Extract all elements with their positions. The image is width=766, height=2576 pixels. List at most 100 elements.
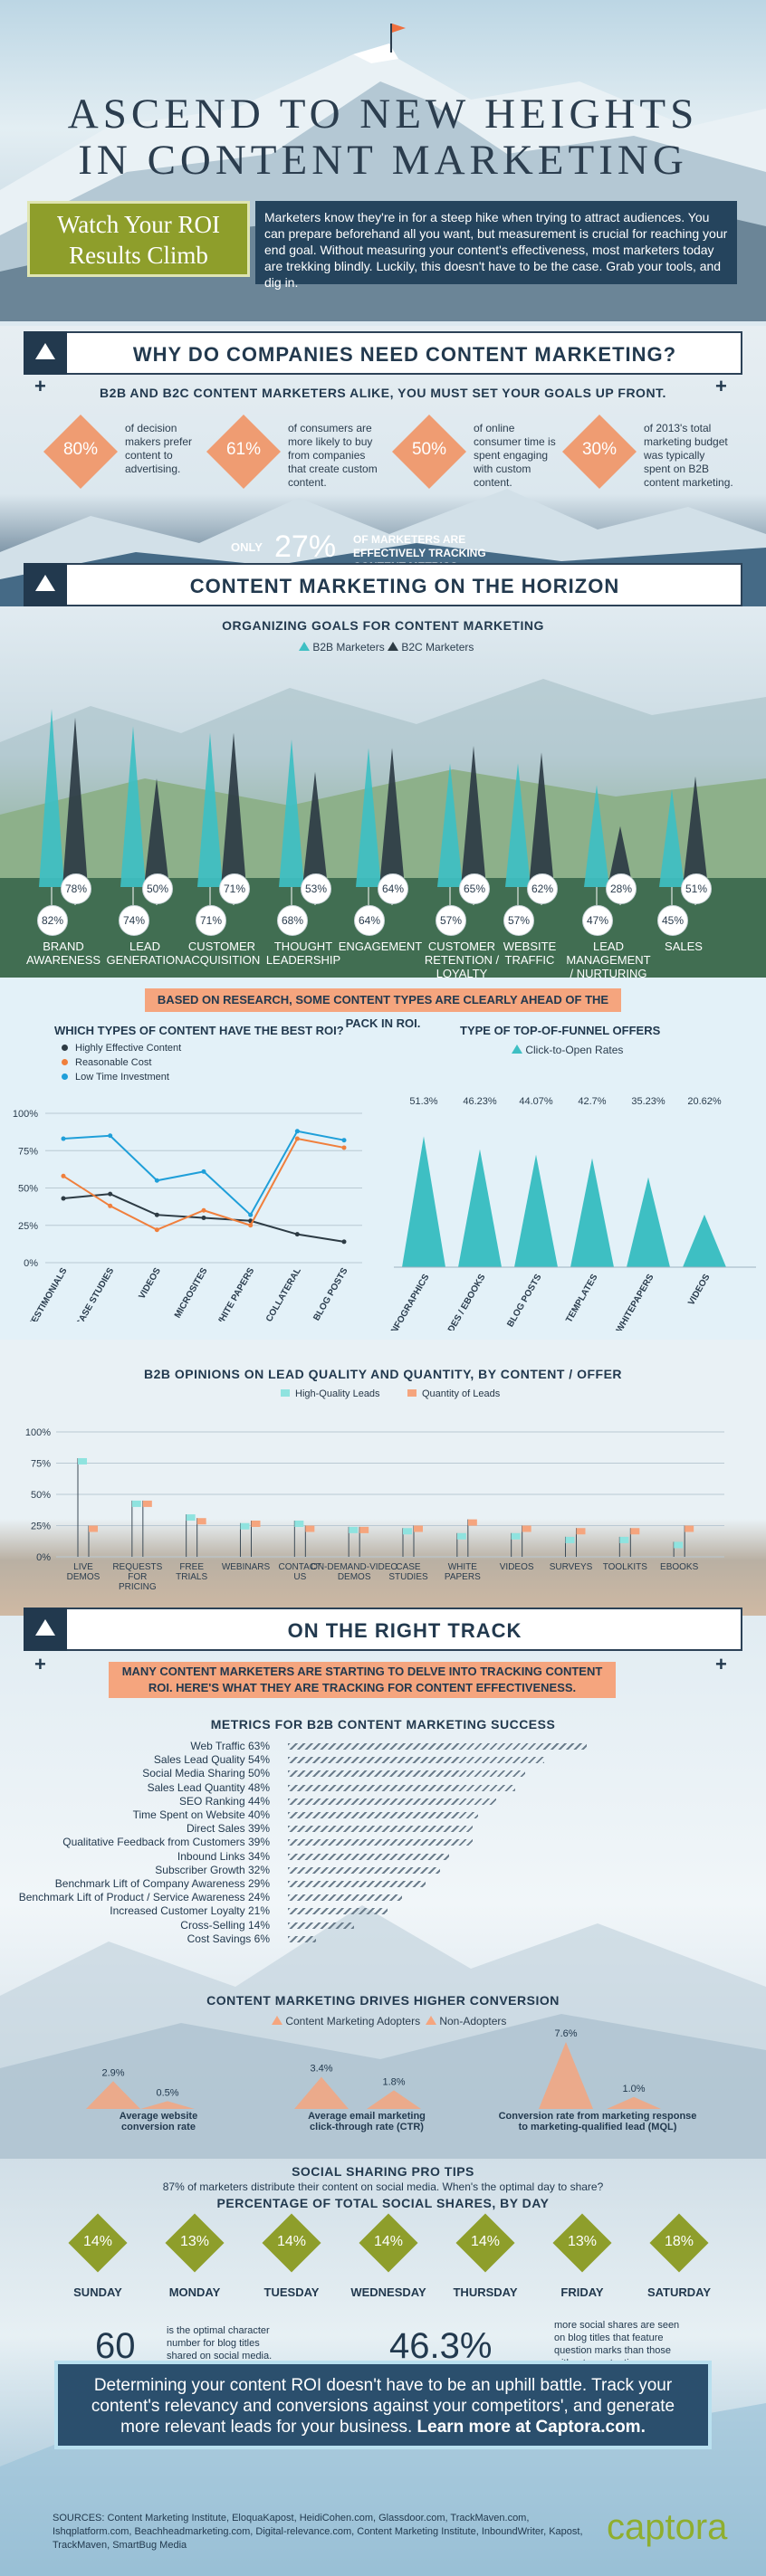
data-point [294,1136,300,1141]
mountain-icon [24,563,67,606]
conv-adopter-value: 2.9% [101,2067,124,2078]
data-point [341,1239,347,1245]
goal-label: LEAD MANAGEMENT / NURTURING [566,940,651,980]
data-point [108,1203,113,1208]
lead-category-label: SURVEYS [550,1562,593,1572]
stat-text: of decision makers prefer content to adv… [125,422,193,475]
leads-legend-label: Quantity of Leads [422,1388,501,1399]
big-stat-60: 60 [95,2326,136,2366]
goal-label: BRAND AWARENESS [25,940,101,967]
metric-bar [288,1784,515,1791]
data-point [248,1212,254,1217]
goal-label: LEAD GENERATION [106,940,184,967]
data-point [61,1173,66,1178]
lead-flag [251,1520,261,1527]
lead-category-label: US [293,1572,306,1582]
captora-logo[interactable]: captora [607,2507,728,2547]
only-value: 27% [274,530,337,564]
metric-bar [288,1881,426,1887]
tree-b2c [461,746,486,887]
data-point [154,1178,159,1183]
tree-b2b [659,789,685,887]
leads-legend-item: Quantity of Leads [407,1388,500,1399]
goal-b2b-value: 64% [354,905,385,936]
roi-pill: BASED ON RESEARCH, SOME CONTENT TYPES AR… [145,988,621,1030]
stat-50: 50% of online consumer time is spent eng… [391,414,575,507]
funnel-bar [570,1158,614,1267]
legend-dot-icon [62,1045,68,1051]
conv-nonadopter [367,2090,421,2109]
data-point [201,1207,206,1213]
lead-flag [565,1536,575,1543]
metric-label: Qualitative Feedback from Customers 39% [62,1836,270,1849]
funnel-bar [458,1149,502,1267]
conv-adopter [539,2042,593,2109]
metric-label: Direct Sales 39% [186,1822,270,1836]
goal-b2b-value: 71% [196,905,226,936]
lead-category-label: VIDEOS [500,1562,534,1572]
y-tick-label: 0% [36,1552,51,1563]
goal-b2c-value: 51% [681,873,712,904]
legend-b2b: B2B Marketers [299,641,385,654]
lead-flag [294,1520,304,1527]
section-leads [0,1340,766,1616]
tree-b2c [529,752,554,887]
tree-b2b [356,748,381,887]
lead-flag [240,1522,250,1530]
conv-adopter [86,2081,140,2109]
closing-box: Determining your content ROI doesn't hav… [54,2361,712,2449]
data-point [201,1169,206,1174]
roi-line-chart: 100% 75% 50% 25% 0%CUSTOMER TESTIMONIALS CASE… [0,1109,362,1321]
share-diamond: 14% [68,2213,128,2273]
conv-legend-a-label: Content Marketing Adopters [285,2015,421,2027]
lead-category-label: REQUESTS [112,1562,162,1572]
tree-b2b [120,726,146,887]
data-point [294,1129,300,1134]
lead-category-label: STUDIES [388,1572,428,1582]
conv-adopter [294,2076,349,2109]
goal-label: ENGAGEMENT [338,940,423,953]
funnel-value-label: 51.3% [409,1096,437,1107]
stat-value: 30% [581,440,618,459]
metric-label: Sales Lead Quality 54% [153,1753,270,1767]
goal-b2c-value: 64% [378,873,408,904]
lead-flag [89,1525,98,1532]
plus-icon: + [34,1653,46,1675]
plus-icon: + [715,1653,727,1675]
metric-bar [288,1798,496,1805]
funnel-chart: 51.3% INFOGRAPHICS 46.23% GUIDES / EBOOKS 44… [388,1096,756,1331]
funnel-bar [683,1214,726,1267]
conv-nonadopter-value: 1.8% [382,2076,405,2087]
data-point [61,1136,66,1141]
funnel-category-label: TEMPLATES [564,1273,600,1325]
metric-bar [288,1866,440,1874]
data-point [341,1145,347,1150]
lead-flag [349,1526,359,1533]
y-tick-label: 0% [24,1258,38,1269]
funnel-chart-title: TYPE OF TOP-OF-FUNNEL OFFERS [460,1024,661,1037]
metric-label: Subscriber Growth 32% [155,1863,270,1876]
lead-flag [403,1528,412,1535]
conv-chart: 2.9% 0.5% 3.4% 1.8% 7.6% 1.0% [86,2028,661,2109]
roi-legend-item: Reasonable Cost [62,1057,151,1068]
lead-category-label: EBOOKS [660,1562,699,1572]
goal-b2b-value: 47% [582,905,613,936]
funnel-category-label: STUDIES / WHITEPAPERS [591,1273,656,1331]
funnel-category-label: GUIDES / EBOOKS [438,1273,488,1331]
lead-flag [414,1525,423,1532]
legend-swatch-icon [281,1389,290,1397]
lead-category-label: WHITE [448,1562,478,1572]
big-stat-46: 46.3% [389,2326,493,2366]
leads-title: B2B OPINIONS ON LEAD QUALITY AND QUANTIT… [143,1367,623,1381]
triangle-icon [272,2016,282,2025]
goal-b2b-value: 57% [503,905,534,936]
roi-legend-item: Highly Effective Content [62,1043,181,1054]
share-value: 14% [276,2234,307,2249]
lead-flag [456,1532,466,1540]
day-label: TUESDAY [263,2285,320,2299]
roi-legend-label: Reasonable Cost [75,1057,152,1068]
closing-link[interactable]: Learn more at Captora.com. [417,2418,646,2437]
roi-line-chart-title: WHICH TYPES OF CONTENT HAVE THE BEST ROI… [54,1024,344,1037]
x-category-label: VIDEOS [138,1266,164,1302]
leads-chart: 100%75%50%25%0%LIVEDEMOSREQUESTSFORPRICI… [25,1427,724,1592]
